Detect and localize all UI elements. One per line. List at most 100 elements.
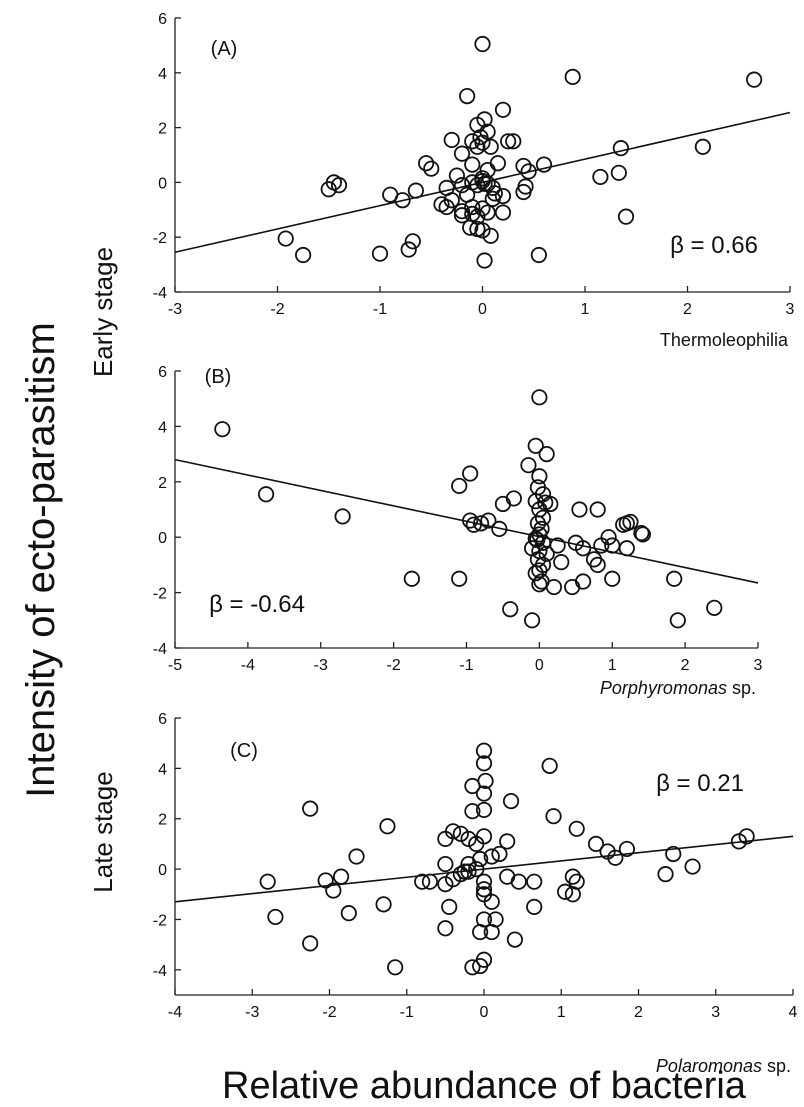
data-point [549,537,566,554]
x-tick-label: 2 [683,301,692,318]
data-point [418,155,435,172]
data-point [475,742,493,759]
data-point [618,540,635,557]
data-point [527,565,544,582]
data-point [634,526,651,543]
data-point [484,190,501,207]
data-point [443,131,460,149]
data-point [475,755,493,772]
data-point [617,208,635,225]
data-point [480,512,497,529]
data-point [746,71,763,88]
data-point [302,935,319,952]
data-point [531,389,548,406]
x-tick-label: 2 [634,1004,643,1021]
early-stage-label: Early stage [88,247,118,377]
data-point [464,777,481,795]
data-point [538,545,555,562]
y-tick-label: 6 [158,364,167,381]
data-point [491,845,508,863]
data-point [564,868,581,885]
y-tick-label: 4 [158,419,167,436]
data-point [437,920,454,937]
data-point [684,858,701,875]
data-point [403,570,420,587]
data-point [527,437,544,454]
y-tick-label: -2 [153,912,167,929]
x-tick-label: -5 [168,657,182,674]
data-point [633,524,650,542]
x-axis-label-suffix: sp. [727,678,756,698]
data-point [407,182,424,199]
data-point [545,808,562,825]
data-point [387,959,404,976]
x-tick-label: -1 [373,301,387,318]
data-point [459,186,476,203]
data-point [538,445,555,463]
scatter-panels: -4 -2 0 2 4 6 -3 -2 -1 0 1 2 3 (A) β = 0.66 Thermoleoph… [153,11,798,1076]
data-point [564,68,581,86]
x-tick-label: -2 [322,1004,336,1021]
data-point [482,138,499,155]
data-point [475,785,493,802]
data-point [469,138,486,155]
x-tick-label: -1 [459,657,473,674]
data-point [451,477,468,495]
y-tick-label: 0 [158,862,167,879]
data-point [534,509,552,526]
data-point [475,828,493,845]
data-point [464,959,481,976]
data-point [607,849,624,866]
x-tick-label: 3 [786,301,795,318]
y-tick-label: 4 [158,66,167,83]
data-point [489,155,506,172]
x-axis-label: Porphyromonas sp. [600,678,756,698]
data-point [465,516,482,533]
y-tick-label: -4 [153,963,167,980]
data-point [505,490,522,507]
data-point [622,513,639,531]
data-point [506,931,524,948]
y-tick-label: -2 [153,586,167,603]
data-point [448,167,465,184]
data-point [557,883,574,900]
scatter-panel: -4 -2 0 2 4 6 -4 -3 -2 -1 0 1 2 3 4 (C) β = 0.21 Polaromo… [153,711,798,1076]
data-point [666,570,683,587]
x-tick-label: -2 [270,301,284,318]
data-point [456,863,473,880]
data-point [526,898,543,915]
y-tick-label: 0 [158,175,167,192]
x-tick-label: 1 [608,657,617,674]
data-point [510,873,527,890]
beta-annotation: β = 0.66 [670,232,758,259]
data-point [564,578,581,596]
data-point [475,873,493,890]
data-point [494,188,512,205]
y-tick-label: 2 [158,121,167,138]
panel-label: (C) [230,740,258,762]
x-tick-label: -4 [241,657,255,674]
x-axis-label: Thermoleophilia [660,330,789,350]
data-point [214,421,231,438]
data-point [604,537,621,554]
data-point [453,145,471,162]
data-point [515,183,532,201]
data-point [464,156,481,173]
data-point [482,227,499,244]
data-point [541,757,558,774]
x-tick-label: 4 [789,1004,798,1021]
data-point [479,204,496,221]
data-point [589,556,606,574]
data-point [669,612,686,629]
data-point [334,508,351,525]
data-point [474,200,491,217]
data-point [502,792,520,810]
x-tick-label: -2 [387,657,401,674]
x-tick-label: 0 [478,301,487,318]
x-tick-label: 0 [480,1004,489,1021]
beta-annotation: β = 0.21 [656,770,744,797]
data-point [472,515,490,532]
data-point [462,512,479,529]
data-point [340,905,357,922]
y-tick-label: -4 [153,285,167,302]
